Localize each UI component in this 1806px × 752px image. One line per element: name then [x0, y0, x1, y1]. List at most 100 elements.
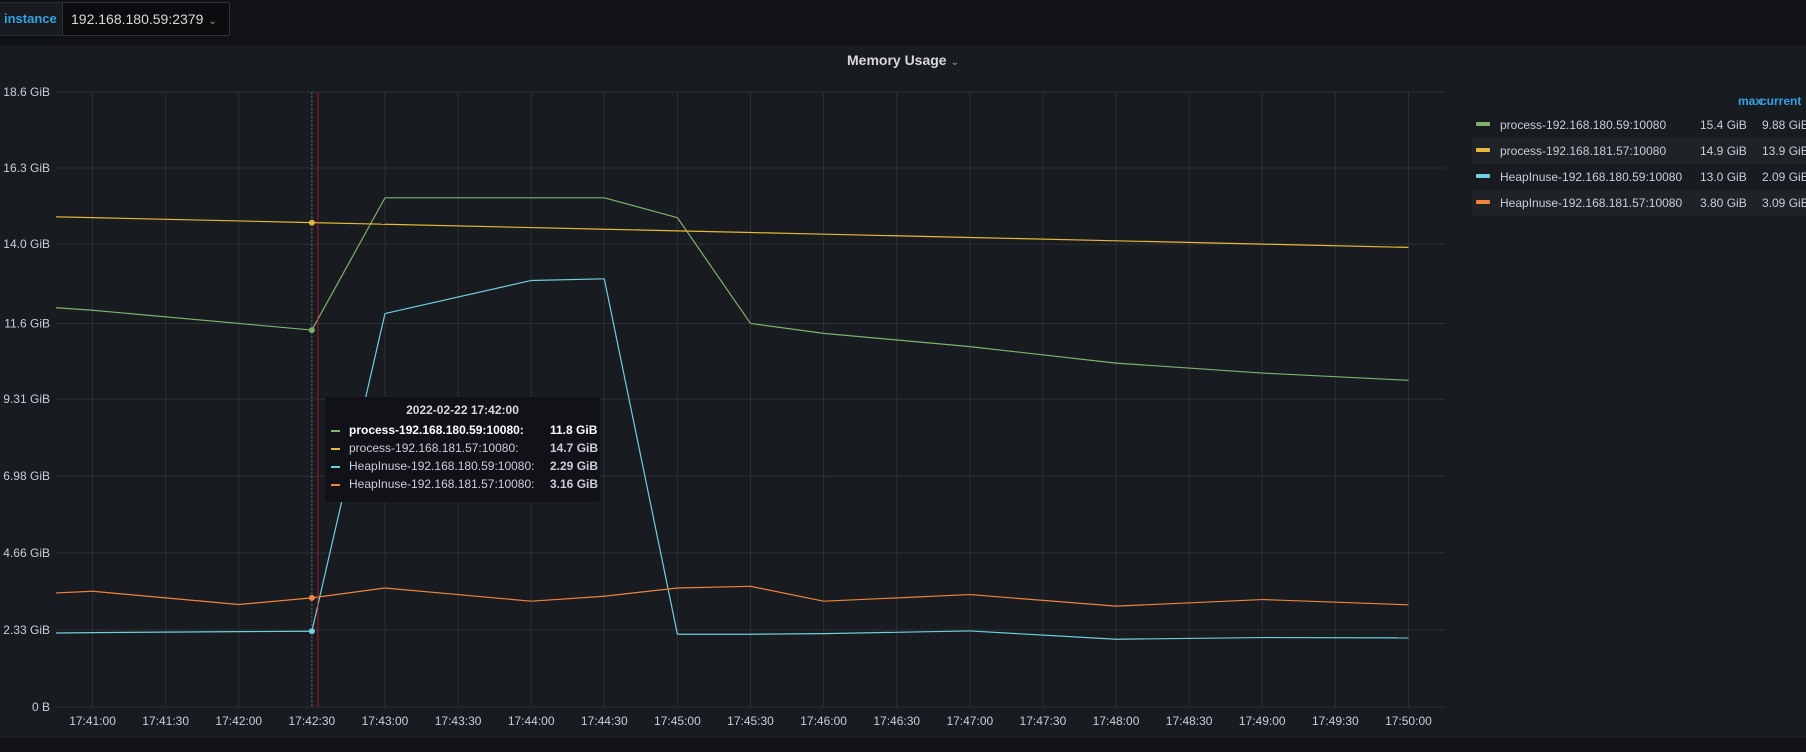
legend-item-max: 14.9 GiB: [1700, 144, 1747, 158]
y-tick-label: 0 B: [32, 700, 50, 714]
legend-item-name[interactable]: process-192.168.180.59:10080: [1500, 118, 1667, 132]
tooltip-series-name: process-192.168.181.57:10080:: [349, 441, 519, 455]
y-tick-label: 14.0 GiB: [3, 237, 50, 251]
series-color-swatch: [331, 466, 340, 468]
series-line-segment: [1115, 362, 1263, 374]
x-tick-label: 17:45:30: [727, 714, 774, 728]
series-line-segment: [677, 230, 751, 234]
x-tick-label: 17:41:30: [142, 714, 189, 728]
tooltip-series-value: 3.16 GiB: [550, 477, 599, 491]
legend-item-current: 3.09 GiB: [1762, 196, 1806, 210]
series-line-segment: [750, 322, 824, 334]
legend-item-max: 15.4 GiB: [1700, 118, 1747, 132]
y-tick-label: 11.6 GiB: [4, 316, 50, 330]
x-tick-label: 17:43:30: [435, 714, 482, 728]
series-group: [55, 585, 1409, 607]
series-line-segment: [1116, 240, 1263, 245]
series-color-swatch[interactable]: [1476, 200, 1490, 204]
tooltip-series-name: HeapInuse-192.168.181.57:10080:: [349, 477, 535, 491]
tooltip-row: process-192.168.181.57:10080: 14.7 GiB: [331, 441, 601, 459]
bottom-bar: [0, 738, 1806, 752]
legend-item[interactable]: HeapInuse-192.168.181.57:10080 3.80 GiB …: [1472, 190, 1806, 216]
y-tick-label: 4.66 GiB: [3, 546, 50, 560]
x-tick-label: 17:47:30: [1020, 714, 1067, 728]
x-tick-label: 17:48:00: [1093, 714, 1140, 728]
series-line-segment: [969, 593, 1117, 607]
tooltip-row: HeapInuse-192.168.181.57:10080: 3.16 GiB: [331, 477, 601, 495]
legend-header: max current: [1472, 90, 1806, 112]
tooltip-series-value: 2.29 GiB: [550, 459, 599, 473]
series-line-segment: [238, 597, 312, 606]
series-line-segment: [92, 631, 239, 634]
instance-variable-select[interactable]: 192.168.180.59:2379 ⌄: [62, 2, 230, 36]
series-line-segment: [969, 630, 1117, 640]
hover-point: [308, 219, 315, 226]
legend-item-name[interactable]: HeapInuse-192.168.181.57:10080: [1500, 196, 1683, 210]
series-line-segment: [311, 222, 385, 225]
series-line-segment: [55, 216, 93, 219]
x-tick-label: 17:49:30: [1312, 714, 1359, 728]
legend-item-current: 13.9 GiB: [1762, 144, 1806, 158]
series-line-segment: [1116, 636, 1263, 640]
chart-grid: [56, 91, 1445, 708]
series-line-segment: [676, 217, 751, 324]
series-line-segment: [1115, 598, 1263, 607]
memory-usage-chart[interactable]: 0 B 2.33 GiB 4.66 GiB 6.98 GiB 9.31 GiB 11.6 …: [0, 47, 1460, 738]
series-line-segment: [750, 585, 824, 602]
legend-item-name[interactable]: HeapInuse-192.168.180.59:10080: [1500, 170, 1683, 184]
chart-series: [55, 197, 1409, 640]
series-line-segment: [384, 587, 532, 602]
series-color-swatch[interactable]: [1476, 174, 1490, 178]
series-line-segment: [55, 590, 93, 594]
series-group: [55, 278, 1409, 640]
instance-variable-value: 192.168.180.59:2379: [71, 11, 204, 27]
series-line-segment: [603, 278, 678, 635]
series-line-segment: [531, 278, 605, 282]
legend-item[interactable]: process-192.168.181.57:10080 14.9 GiB 13…: [1472, 138, 1806, 164]
y-axis: 0 B 2.33 GiB 4.66 GiB 6.98 GiB 9.31 GiB 11.6 …: [3, 85, 50, 714]
x-tick-label: 17:43:00: [362, 714, 409, 728]
series-line-segment: [604, 587, 678, 597]
x-tick-label: 17:44:00: [508, 714, 555, 728]
x-tick-label: 17:42:30: [289, 714, 336, 728]
tooltip-series-name: HeapInuse-192.168.180.59:10080:: [349, 459, 535, 473]
series-line-segment: [311, 587, 386, 599]
series-line-segment: [531, 595, 605, 602]
legend-item-current: 2.09 GiB: [1762, 170, 1806, 184]
tooltip-time: 2022-02-22 17:42:00: [406, 403, 519, 417]
series-line-segment: [92, 309, 239, 325]
series-line-segment: [55, 307, 93, 311]
x-tick-label: 17:46:00: [800, 714, 847, 728]
legend-current-header[interactable]: current: [1760, 94, 1802, 108]
x-tick-label: 17:50:00: [1385, 714, 1432, 728]
series-color-swatch[interactable]: [1476, 122, 1490, 126]
series-line-segment: [677, 585, 751, 589]
x-tick-label: 17:47:00: [946, 714, 993, 728]
x-tick-label: 17:44:30: [581, 714, 628, 728]
series-line-segment: [604, 228, 678, 232]
panel-title-text: Memory Usage: [847, 52, 947, 68]
x-tick-label: 17:48:30: [1166, 714, 1213, 728]
series-color-swatch[interactable]: [1476, 148, 1490, 152]
series-line-segment: [969, 236, 1117, 242]
series-color-swatch: [331, 484, 340, 486]
series-line-segment: [92, 590, 239, 606]
legend-item-name[interactable]: process-192.168.181.57:10080: [1500, 144, 1667, 158]
instance-variable-label: instance: [0, 2, 64, 36]
legend-item-max: 13.0 GiB: [1700, 170, 1747, 184]
series-line-segment: [823, 593, 970, 602]
tooltip-row: process-192.168.180.59:10080: 11.8 GiB: [331, 423, 601, 441]
panel-title[interactable]: Memory Usage ⌄: [0, 47, 1806, 76]
series-line-segment: [384, 279, 532, 315]
legend-item-max: 3.80 GiB: [1700, 196, 1747, 210]
legend-item-current: 9.88 GiB: [1762, 118, 1806, 132]
x-tick-label: 17:41:00: [69, 714, 116, 728]
chart-legend: max current process-192.168.180.59:10080…: [1472, 90, 1806, 216]
legend-max-header[interactable]: max: [1738, 94, 1763, 108]
legend-item[interactable]: HeapInuse-192.168.180.59:10080 13.0 GiB …: [1472, 164, 1806, 190]
legend-item[interactable]: process-192.168.180.59:10080 15.4 GiB 9.…: [1472, 112, 1806, 138]
tooltip-series-name: process-192.168.180.59:10080:: [349, 423, 524, 437]
chevron-down-icon: ⌄: [950, 57, 959, 68]
series-line-segment: [823, 233, 970, 239]
hover-tooltip: 2022-02-22 17:42:00 process-192.168.180.…: [325, 397, 600, 502]
